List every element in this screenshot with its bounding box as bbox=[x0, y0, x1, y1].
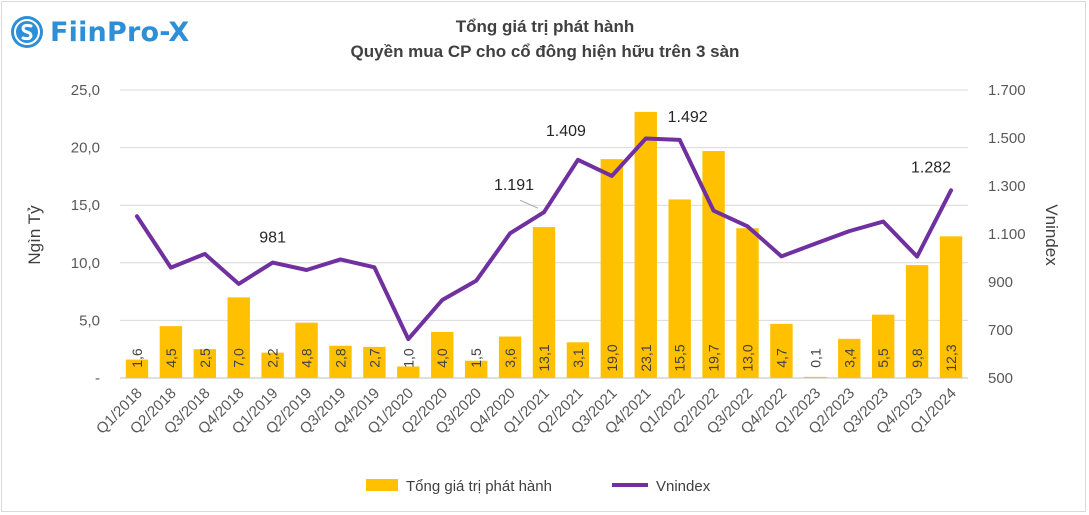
bar bbox=[431, 331, 454, 378]
bar-value-label: 3,6 bbox=[502, 348, 518, 368]
line-series bbox=[134, 136, 954, 342]
bar-value-label: 7,0 bbox=[231, 348, 247, 368]
bar-value-label: 4,0 bbox=[434, 348, 450, 368]
bar bbox=[634, 111, 657, 378]
y-tick-label: 15,0 bbox=[71, 197, 100, 214]
bar bbox=[668, 199, 691, 378]
bar-value-label: 2,2 bbox=[265, 348, 281, 368]
bar bbox=[329, 345, 352, 378]
y-tick-label: 20,0 bbox=[71, 140, 100, 157]
line-value-label: 1.191 bbox=[494, 177, 534, 194]
y-tick-label: 10,0 bbox=[71, 255, 100, 272]
bar-value-label: 12,3 bbox=[943, 344, 959, 371]
bar-series bbox=[125, 111, 963, 378]
bar-value-label: 1,5 bbox=[468, 348, 484, 368]
bar-value-label: 4,7 bbox=[773, 348, 789, 368]
y2-tick-label: 1.300 bbox=[988, 178, 1026, 195]
y-axis-title: Ngìn Tỷ bbox=[25, 205, 44, 265]
legend: Tổng giá trị phát hành Vnindex bbox=[366, 478, 711, 495]
legend-bar-swatch bbox=[366, 479, 398, 491]
bar-value-label: 4,5 bbox=[163, 348, 179, 368]
chart-subtitle: Quyền mua CP cho cổ đông hiện hữu trên 3… bbox=[351, 42, 740, 61]
y-tick-label: - bbox=[95, 370, 100, 387]
bar bbox=[566, 342, 590, 378]
bar-value-label: 13,1 bbox=[536, 344, 552, 371]
bar-value-label: 5,5 bbox=[875, 348, 891, 368]
legend-line-label: Vnindex bbox=[656, 478, 711, 495]
bar-value-label: 2,8 bbox=[332, 348, 348, 368]
bar-value-label: 9,8 bbox=[909, 348, 925, 368]
line-value-label: 1.492 bbox=[668, 109, 708, 126]
bar-value-label: 19,7 bbox=[706, 344, 722, 371]
legend-bar-label: Tổng giá trị phát hành bbox=[406, 478, 552, 495]
y2-tick-label: 1.700 bbox=[988, 82, 1026, 99]
y2-tick-label: 700 bbox=[988, 322, 1013, 339]
annotation-leader-line bbox=[519, 199, 539, 209]
bar bbox=[939, 236, 963, 378]
bar-value-label: 3,4 bbox=[841, 348, 857, 368]
bar bbox=[905, 265, 929, 378]
bar bbox=[363, 346, 386, 378]
bar-value-label: 23,1 bbox=[638, 344, 654, 371]
bar bbox=[872, 314, 895, 378]
bar-value-label: 3,1 bbox=[570, 348, 586, 368]
y2-tick-label: 900 bbox=[988, 274, 1013, 291]
bar bbox=[261, 352, 284, 378]
bar bbox=[498, 336, 522, 378]
bar-value-label: 13,0 bbox=[740, 344, 756, 371]
bar-value-label: 19,0 bbox=[604, 344, 620, 371]
bar-value-label: 4,8 bbox=[299, 348, 315, 368]
bar bbox=[227, 297, 250, 378]
data-labels: 1,6 4,5 2,5 7,0 2,2 4,8 2,8 2,7 1,0 4,0 1,5 3,6 13,1… bbox=[129, 109, 959, 372]
y2-tick-label: 500 bbox=[988, 370, 1013, 387]
bar bbox=[532, 227, 556, 378]
bar bbox=[804, 376, 827, 378]
y-tick-label: 5,0 bbox=[79, 312, 100, 329]
line-value-label: 1.409 bbox=[546, 123, 586, 140]
bar bbox=[736, 228, 759, 378]
y2-axis-title: Vnindex bbox=[1042, 204, 1061, 266]
line-value-label: 1.282 bbox=[911, 159, 951, 176]
bar bbox=[838, 338, 861, 378]
bar bbox=[193, 349, 216, 378]
bar bbox=[125, 359, 149, 378]
bar bbox=[770, 323, 793, 378]
vnindex-line bbox=[134, 136, 954, 342]
bar-value-label: 2,7 bbox=[366, 348, 382, 368]
bar bbox=[159, 326, 183, 378]
bar bbox=[397, 366, 420, 378]
brand-name: FiinPro-X bbox=[50, 16, 190, 48]
y2-tick-label: 1.500 bbox=[988, 130, 1026, 147]
y-tick-label: 25,0 bbox=[71, 82, 100, 99]
bar-value-label: 15,5 bbox=[672, 344, 688, 371]
line-value-label: 981 bbox=[259, 230, 286, 247]
bar bbox=[464, 360, 488, 378]
bar-value-label: 0,1 bbox=[807, 348, 823, 368]
bar bbox=[600, 159, 624, 378]
bar bbox=[295, 322, 318, 378]
bar-value-label: 1,6 bbox=[129, 348, 145, 368]
chart-title: Tổng giá trị phát hành bbox=[456, 17, 634, 36]
bar-value-label: 2,5 bbox=[197, 348, 213, 368]
brand-logo: FiinPro-X bbox=[10, 12, 189, 52]
fiinpro-logo-icon bbox=[11, 16, 43, 48]
bar-value-label: 1,0 bbox=[400, 348, 416, 368]
y2-tick-label: 1.100 bbox=[988, 226, 1026, 243]
bar bbox=[702, 151, 725, 378]
